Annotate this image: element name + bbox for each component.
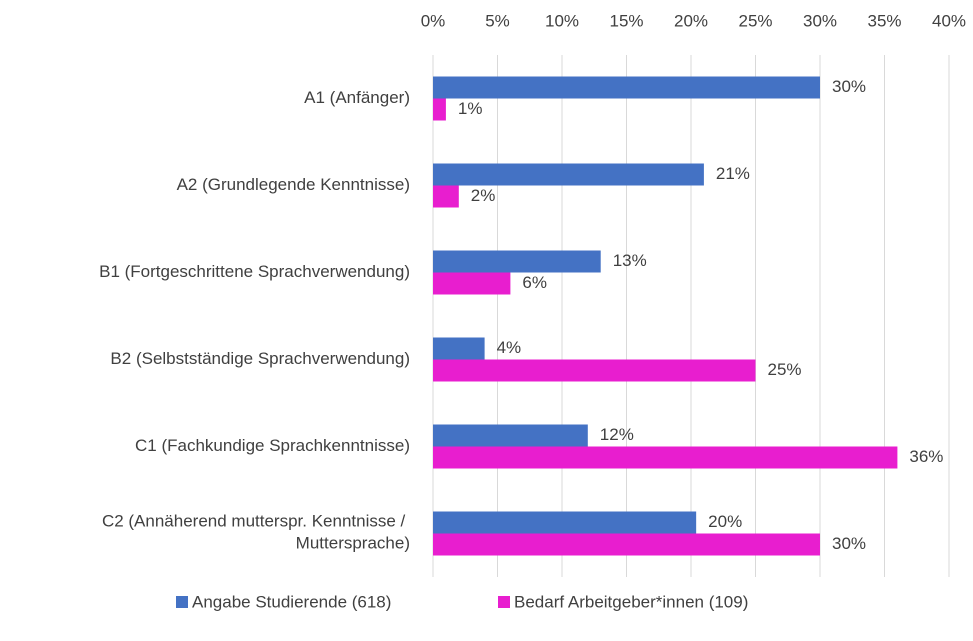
legend-swatch [498, 596, 510, 608]
data-label: 13% [613, 251, 647, 270]
category-label: A1 (Anfänger) [304, 88, 410, 107]
bar [433, 163, 704, 186]
x-tick-label: 10% [545, 11, 579, 30]
bar [433, 337, 485, 360]
data-label: 12% [600, 425, 634, 444]
x-tick-label: 35% [867, 11, 901, 30]
category-label: C2 (Annäherend mutterspr. Kenntnisse / M… [102, 512, 410, 553]
x-tick-label: 15% [609, 11, 643, 30]
legend-label: Bedarf Arbeitgeber*innen (109) [514, 592, 748, 611]
x-tick-label: 5% [485, 11, 510, 30]
data-label: 1% [458, 99, 483, 118]
legend-label: Angabe Studierende (618) [192, 592, 391, 611]
bar [433, 424, 588, 447]
category-label: B1 (Fortgeschrittene Sprachverwendung) [99, 262, 410, 281]
x-tick-label: 40% [932, 11, 966, 30]
bar [433, 76, 820, 99]
category-label-line: Muttersprache) [296, 534, 410, 553]
category-label-line: C2 (Annäherend mutterspr. Kenntnisse / [102, 512, 410, 531]
data-label: 6% [522, 273, 547, 292]
x-tick-label: 30% [803, 11, 837, 30]
legend-swatch [176, 596, 188, 608]
data-label: 30% [832, 534, 866, 553]
data-label: 25% [768, 360, 802, 379]
bar [433, 185, 459, 208]
x-tick-label: 25% [738, 11, 772, 30]
x-tick-label: 20% [674, 11, 708, 30]
bar [433, 446, 898, 469]
category-label: A2 (Grundlegende Kenntnisse) [177, 175, 410, 194]
bar [433, 250, 601, 273]
data-label: 20% [708, 512, 742, 531]
data-label: 21% [716, 164, 750, 183]
data-label: 36% [909, 447, 943, 466]
data-label: 30% [832, 77, 866, 96]
x-tick-label: 0% [421, 11, 446, 30]
category-label: C1 (Fachkundige Sprachkenntnisse) [135, 436, 410, 455]
category-label: B2 (Selbstständige Sprachverwendung) [110, 349, 410, 368]
bar [433, 359, 756, 382]
bar [433, 511, 697, 534]
bar [433, 533, 820, 556]
bar [433, 98, 446, 121]
data-label: 2% [471, 186, 496, 205]
data-label: 4% [497, 338, 522, 357]
bar [433, 272, 511, 295]
